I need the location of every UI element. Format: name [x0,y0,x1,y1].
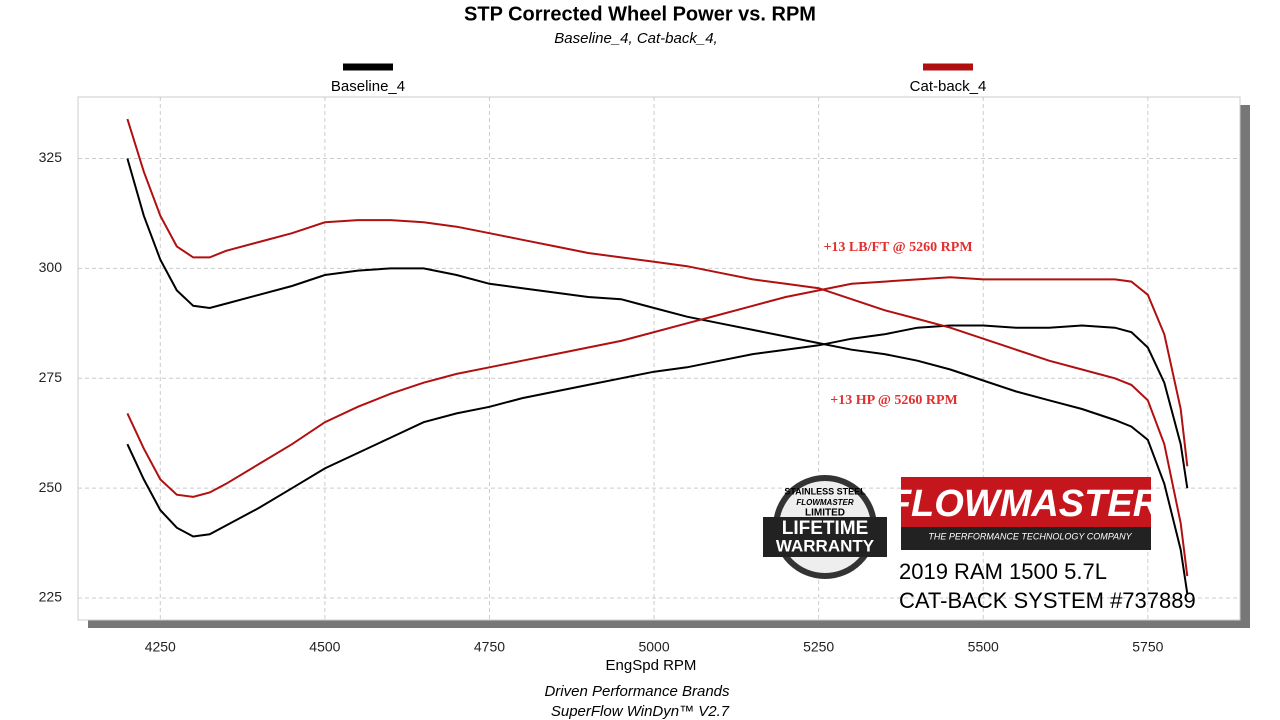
series-line [126,158,1189,594]
badge-text: LIFETIME [782,518,869,539]
series-line [126,118,1189,577]
logo-tagline: THE PERFORMANCE TECHNOLOGY COMPANY [928,531,1132,541]
badge-text: FLOWMASTER [796,498,854,507]
subtitle: Baseline_4, Cat-back_4, [554,30,717,47]
y-tick-label: 325 [39,149,63,165]
warranty-badge: STAINLESS STEEL FLOWMASTER LIMITED LIFET… [763,475,887,579]
x-tick-label: 5000 [638,639,669,655]
logo-text: FLOWMASTER [888,483,1161,525]
vehicle: 2019 RAM 1500 5.7L [899,559,1107,584]
chart-title: STP Corrected Wheel Power vs. RPM [464,3,816,25]
series-line [126,276,1189,498]
y-tick-label: 250 [39,479,63,495]
series-line [126,324,1189,538]
y-tick-label: 275 [39,369,63,385]
footer: SuperFlow WinDyn™ V2.7 [551,703,730,720]
flowmaster-logo: FLOWMASTER THE PERFORMANCE TECHNOLOGY CO… [888,477,1161,550]
y-tick-label: 225 [39,589,63,605]
x-tick-label: 5750 [1132,639,1163,655]
x-tick-label: 4250 [145,639,176,655]
x-tick-label: 5500 [968,639,999,655]
badge-text: LIMITED [805,508,845,519]
annotation: +13 HP @ 5260 RPM [830,393,958,408]
y-tick-label: 300 [39,259,63,275]
legend-label: Baseline_4 [331,78,405,95]
x-tick-label: 4500 [309,639,340,655]
x-axis-label: EngSpd RPM [606,657,697,674]
annotation: +13 LB/FT @ 5260 RPM [823,240,972,255]
badge-text: STAINLESS STEEL [784,486,866,496]
legend-label: Cat-back_4 [910,78,987,95]
footer: Driven Performance Brands [544,683,730,700]
x-tick-label: 5250 [803,639,834,655]
product: CAT-BACK SYSTEM #737889 [899,588,1196,613]
x-tick-label: 4750 [474,639,505,655]
badge-text: WARRANTY [776,536,875,555]
